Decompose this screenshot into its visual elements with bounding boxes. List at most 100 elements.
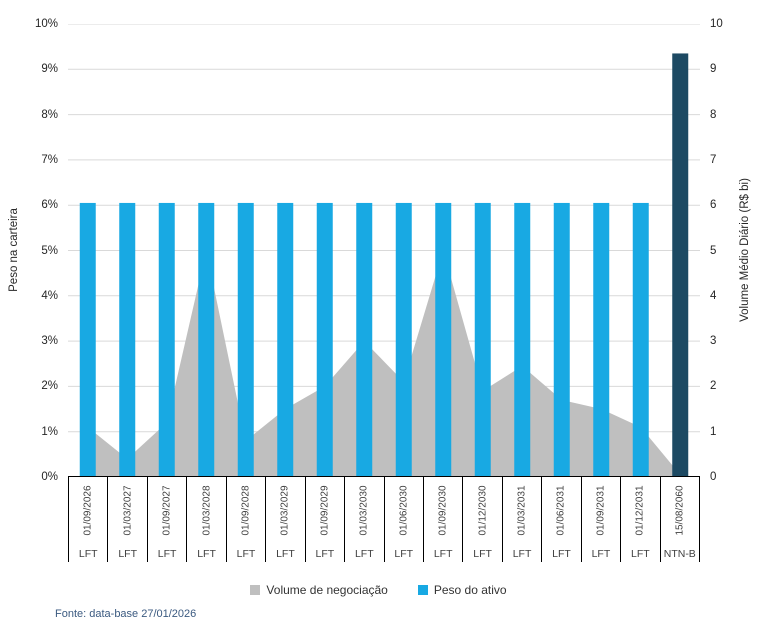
left-axis-tick: 10% [34,18,58,30]
category-cell: 01/06/2030 LFT [383,477,423,562]
plot-area [68,23,700,477]
bar-ntn-b [672,53,689,477]
bar-peso-do-ativo [79,202,96,477]
right-axis-tick: 6 [710,199,717,212]
bar-peso-do-ativo [277,202,294,477]
bar-peso-do-ativo [553,202,570,477]
category-date-label: 01/09/2028 [240,485,252,536]
left-axis-tick: 7% [41,153,58,166]
left-axis-tick: 3% [41,335,58,348]
category-cell: 01/06/2031 LFT [541,477,580,562]
category-instrument-label: LFT [315,548,335,560]
legend-label: Peso do ativo [433,583,507,597]
legend: Volume de negociação Peso do ativo [0,583,757,597]
category-instrument-label: LFT [591,548,611,560]
category-instrument-label: LFT [276,548,295,560]
category-cell: 15/08/2060 NTN-B [659,477,700,562]
left-axis-tick: 8% [41,108,58,121]
category-cell: 01/03/2027 LFT [107,477,146,562]
plot-svg [68,23,700,477]
category-date-label: 01/09/2027 [161,485,173,536]
left-axis-tick: 9% [41,63,58,76]
category-cell: 01/03/2029 LFT [265,477,304,562]
category-date-label: 01/03/2031 [516,485,528,536]
category-cell: 01/09/2028 LFT [225,477,265,562]
right-axis-tick: 4 [710,289,717,302]
category-date-label: 01/03/2028 [201,485,213,536]
left-axis-tick: 5% [41,244,58,257]
bar-peso-do-ativo [198,202,215,477]
source-note: Fonte: data-base 27/01/2026 [55,608,197,620]
category-instrument-label: LFT [433,548,453,560]
category-instrument-label: NTN-B [663,548,696,560]
left-axis-tick: 6% [41,199,58,212]
bar-peso-do-ativo [356,202,373,477]
bar-peso-do-ativo [237,202,254,477]
right-axis-tick: 10 [710,18,723,30]
right-axis-tick: 8 [710,108,717,121]
category-date-label: 01/06/2031 [555,485,567,536]
bar-peso-do-ativo [593,202,610,477]
bar-peso-do-ativo [435,202,452,477]
category-instrument-label: LFT [236,548,256,560]
category-date-label: 01/03/2027 [122,485,134,536]
category-date-label: 01/03/2030 [358,485,370,536]
category-cell: 01/03/2028 LFT [186,477,225,562]
category-instrument-label: LFT [354,548,374,560]
category-cell: 01/03/2030 LFT [344,477,383,562]
category-cell: 01/03/2031 LFT [501,477,541,562]
right-axis-tick: 5 [710,244,717,257]
legend-swatch-icon [417,585,428,595]
category-axis: 01/09/2026 LFT 01/03/2027 LFT 01/09/2027 LFT 0… [68,477,700,562]
category-cell: 01/09/2030 LFT [422,477,462,562]
left-axis-tick: 1% [41,425,58,438]
category-date-label: 15/08/2060 [674,485,686,536]
right-axis-tick: 0 [710,471,717,483]
category-instrument-label: LFT [157,548,177,560]
bar-peso-do-ativo [474,202,491,477]
category-date-label: 01/09/2031 [595,485,607,536]
right-axis-tick: 7 [710,153,717,166]
category-date-label: 01/09/2029 [319,485,331,536]
bar-peso-do-ativo [395,202,412,477]
left-axis-tick: 0% [41,471,58,483]
bar-peso-do-ativo [119,202,136,477]
category-instrument-label: LFT [631,548,650,560]
category-date-label: 01/12/2030 [477,485,489,536]
category-date-label: 01/12/2031 [634,485,646,536]
right-axis-tick: 3 [710,335,717,348]
bar-peso-do-ativo [158,202,175,477]
category-date-label: 01/09/2026 [82,485,94,536]
category-cell: 01/12/2031 LFT [620,477,659,562]
left-axis-tick: 2% [41,380,58,393]
category-cell: 01/09/2027 LFT [146,477,186,562]
category-date-label: 01/09/2030 [437,485,449,536]
category-instrument-label: LFT [473,548,492,560]
category-instrument-label: LFT [552,548,571,560]
category-date-label: 01/06/2030 [398,485,410,536]
category-instrument-label: LFT [197,548,216,560]
category-cell: 01/09/2031 LFT [580,477,620,562]
legend-label: Volume de negociação [266,583,388,597]
category-cell: 01/09/2026 LFT [68,477,107,562]
right-axis-title: Volume Médio Diário (R$ bi) [739,178,751,322]
left-axis-tick: 4% [41,289,58,302]
legend-item: Volume de negociação [250,583,388,597]
category-cell: 01/09/2029 LFT [304,477,344,562]
area-series-volume [87,250,681,477]
legend-swatch-icon [250,585,261,595]
category-instrument-label: LFT [512,548,532,560]
right-axis-tick: 2 [710,380,717,393]
category-instrument-label: LFT [118,548,137,560]
bar-peso-do-ativo [632,202,649,477]
category-date-label: 01/03/2029 [279,485,291,536]
right-axis-tick: 1 [710,425,717,438]
bar-peso-do-ativo [316,202,333,477]
category-instrument-label: LFT [78,548,98,560]
legend-item: Peso do ativo [417,583,507,597]
category-cell: 01/12/2030 LFT [462,477,501,562]
category-instrument-label: LFT [394,548,414,560]
right-axis-tick: 9 [710,63,717,76]
bar-peso-do-ativo [514,202,531,477]
